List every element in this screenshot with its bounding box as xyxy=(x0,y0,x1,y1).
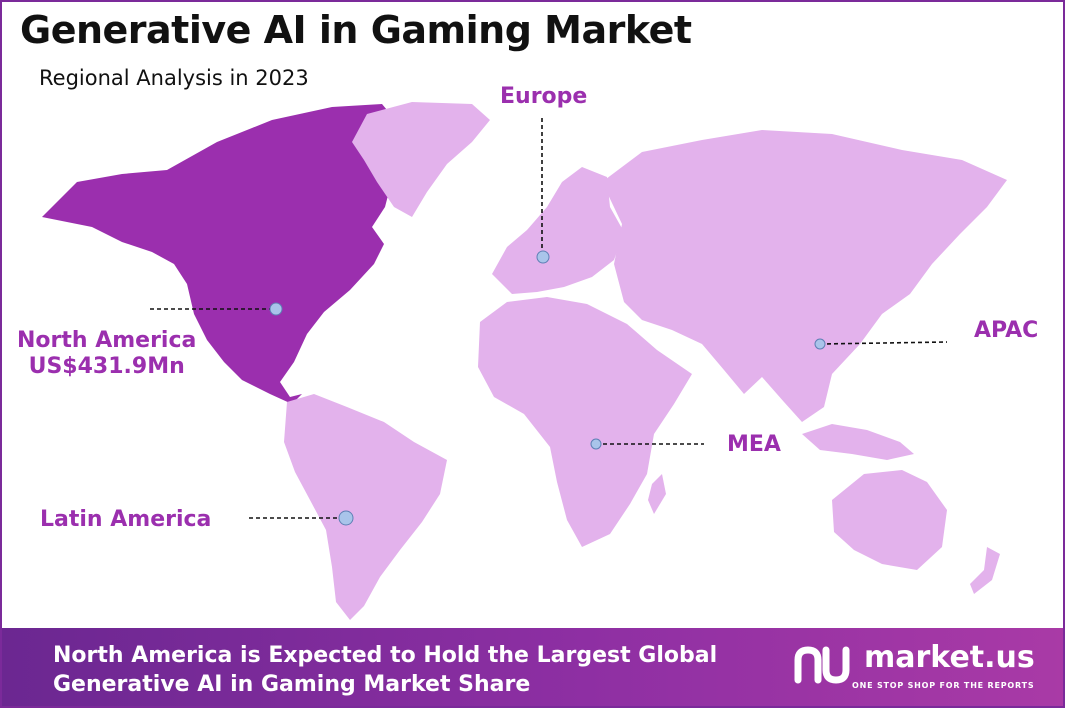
brand-mark-icon xyxy=(794,646,850,684)
region-australia xyxy=(832,470,947,570)
world-map xyxy=(42,102,1007,620)
label-mea: MEA xyxy=(727,432,781,457)
region-apac xyxy=(602,130,1007,422)
label-europe: Europe xyxy=(500,84,588,109)
label-apac: APAC xyxy=(974,318,1039,343)
region-latin-america xyxy=(284,394,447,620)
region-indonesia xyxy=(802,424,914,460)
page-subtitle: Regional Analysis in 2023 xyxy=(39,66,309,90)
label-latin-america: Latin America xyxy=(40,507,212,532)
marker-north-america xyxy=(269,302,283,316)
footer-line-2: Generative AI in Gaming Market Share xyxy=(53,671,531,697)
brand-logo: market.us ONE STOP SHOP FOR THE REPORTS xyxy=(792,640,1042,694)
brand-name: market.us xyxy=(864,640,1035,675)
page-title: Generative AI in Gaming Market xyxy=(20,8,692,52)
brand-tagline: ONE STOP SHOP FOR THE REPORTS xyxy=(852,681,1035,690)
marker-latin-america xyxy=(338,510,354,526)
region-japan xyxy=(896,252,920,294)
region-new-zealand xyxy=(970,547,1000,594)
marker-apac xyxy=(814,338,826,350)
leader-line-apac xyxy=(819,341,948,345)
label-north-america-value: US$431.9Mn xyxy=(28,354,185,380)
label-north-america-name: North America xyxy=(17,328,197,353)
footer-banner: North America is Expected to Hold the La… xyxy=(2,628,1063,706)
marker-europe xyxy=(536,250,550,264)
marker-mea xyxy=(590,438,602,450)
region-north-america xyxy=(42,104,397,404)
region-greenland xyxy=(352,102,490,217)
region-madagascar xyxy=(648,474,666,514)
footer-line-1: North America is Expected to Hold the La… xyxy=(53,643,718,668)
region-mea xyxy=(478,297,692,547)
region-europe xyxy=(492,167,624,294)
label-north-america: North America US$431.9Mn xyxy=(17,328,196,381)
footer-statement: North America is Expected to Hold the La… xyxy=(53,642,717,699)
